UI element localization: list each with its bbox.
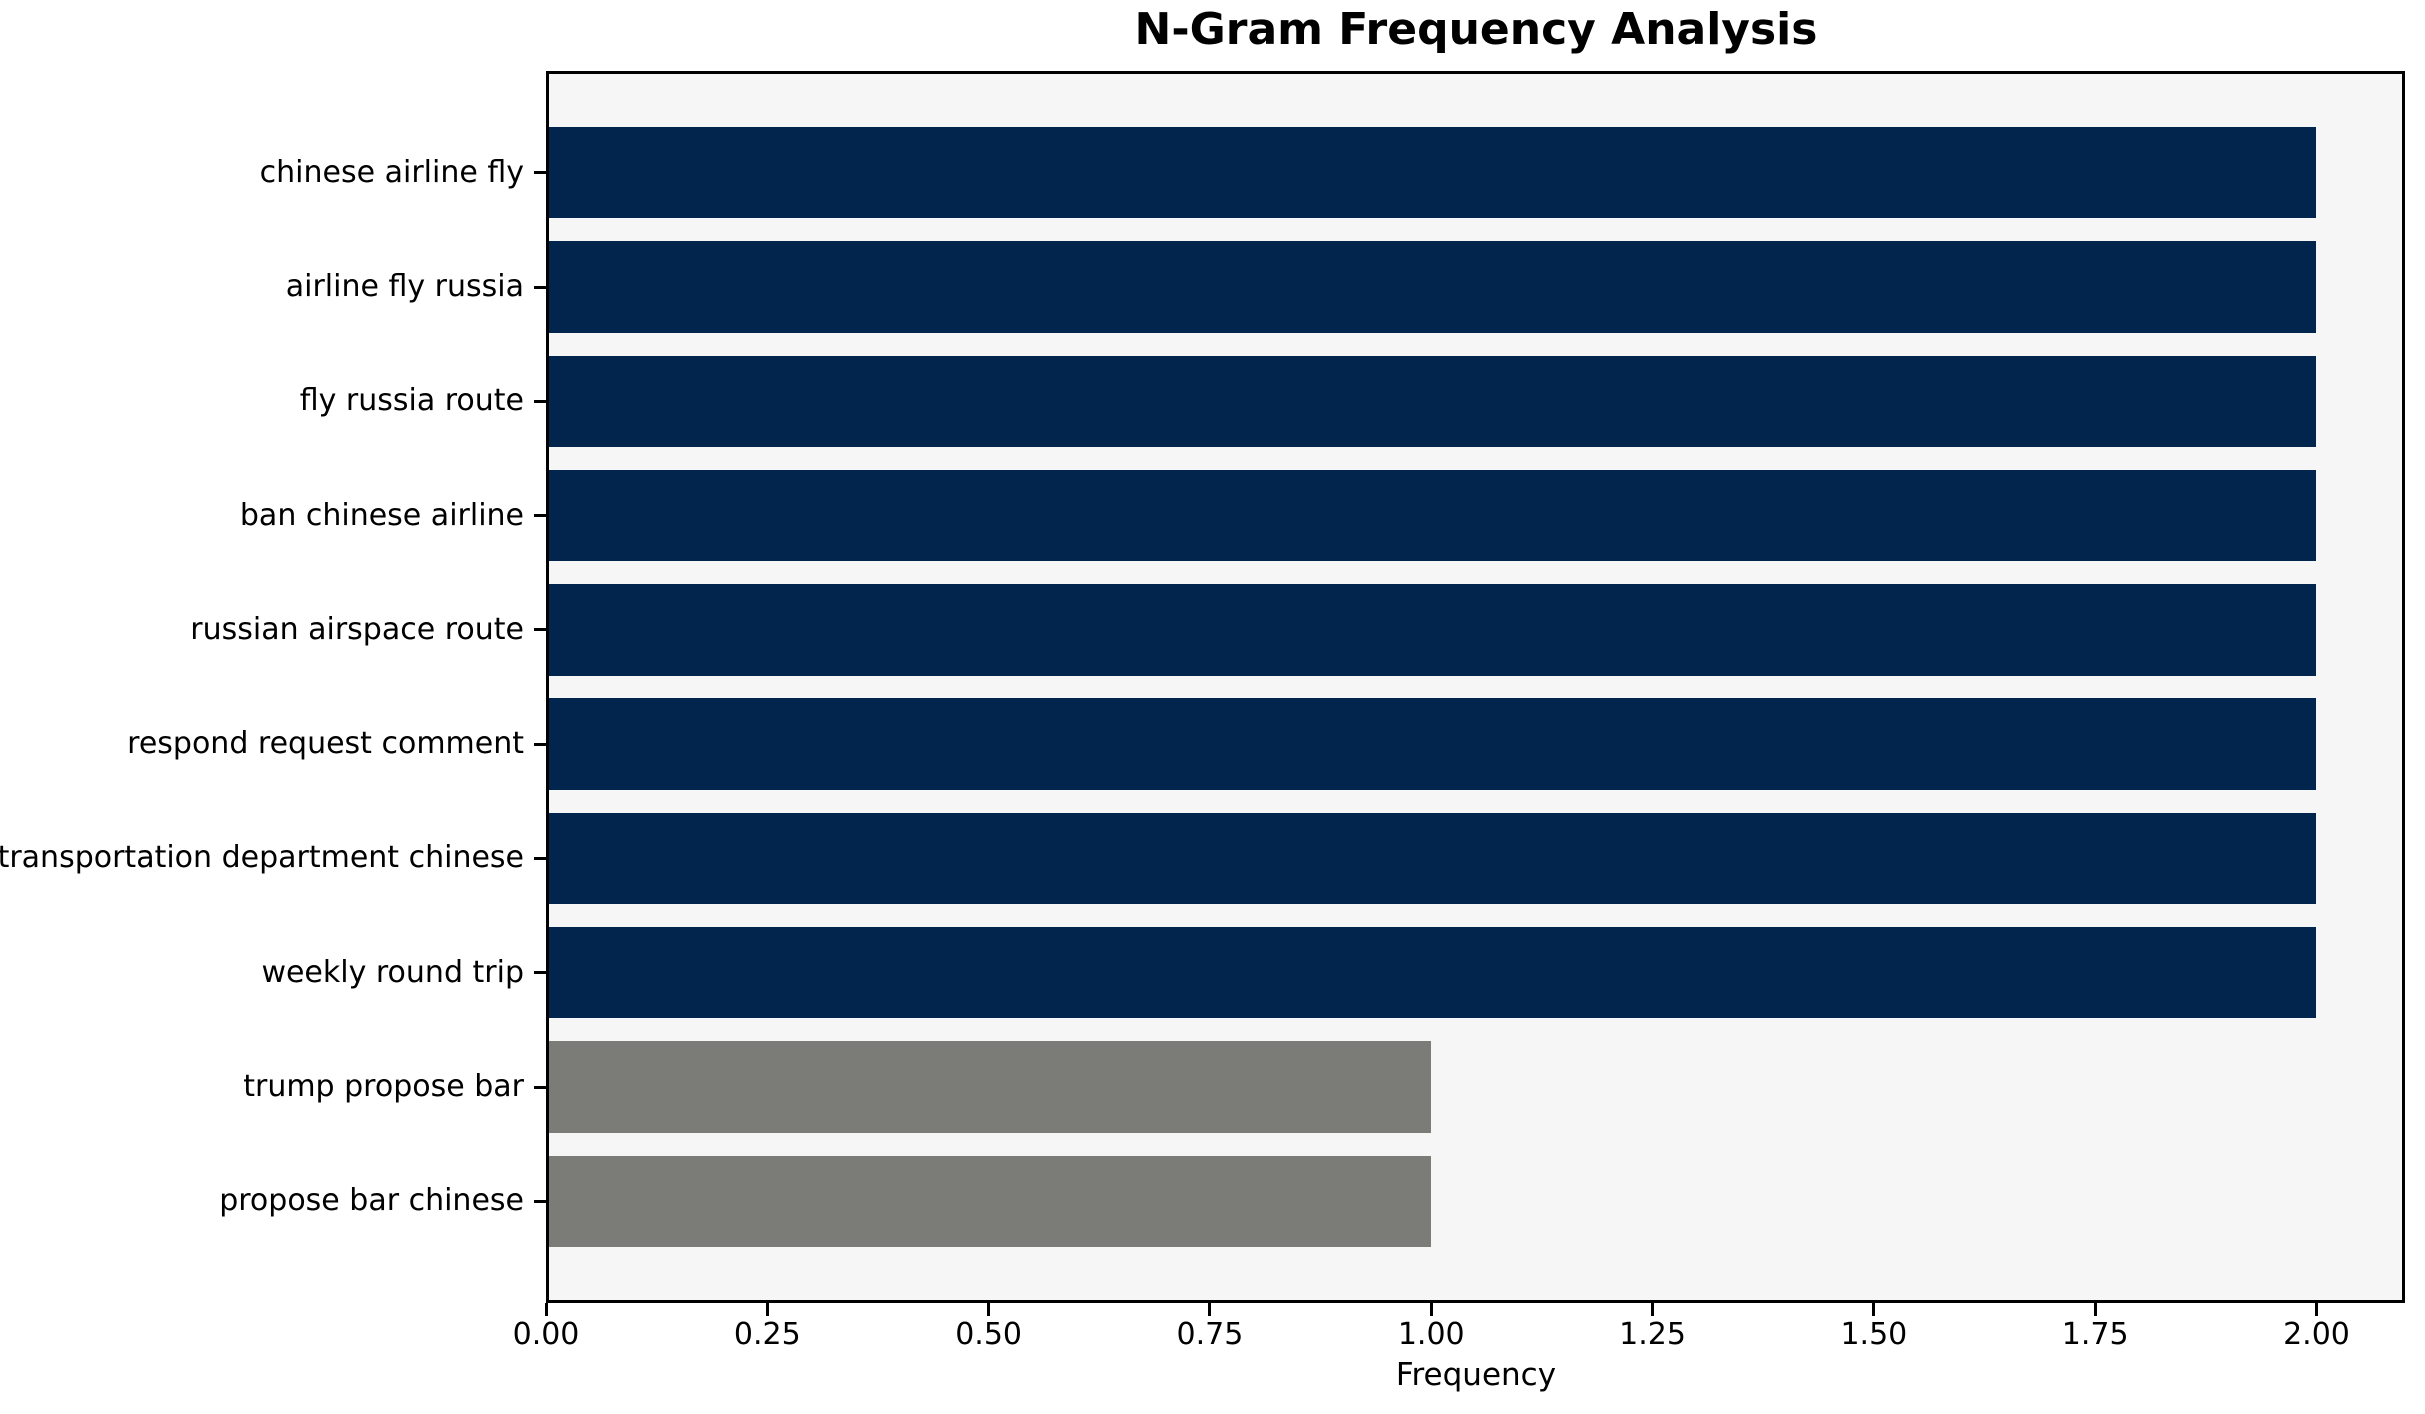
- plot-area: [546, 71, 2405, 1303]
- y-tick-weekly-round-trip: [534, 971, 546, 975]
- y-tick-respond-request-comment: [534, 742, 546, 746]
- x-tick-label-0.75: 0.75: [1176, 1317, 1244, 1352]
- y-tick-trump-propose-bar: [534, 1085, 546, 1089]
- y-label-airline-fly-russia: airline fly russia: [285, 269, 524, 304]
- y-tick-airline-fly-russia: [534, 285, 546, 289]
- bar-respond-request-comment: [546, 698, 2317, 790]
- y-tick-ban-chinese-airline: [534, 514, 546, 518]
- bar-airline-fly-russia: [546, 241, 2317, 333]
- y-tick-russian-airspace-route: [534, 628, 546, 632]
- bar-propose-bar-chinese: [546, 1155, 1432, 1247]
- y-label-weekly-round-trip: weekly round trip: [261, 954, 524, 990]
- y-label-propose-bar-chinese: propose bar chinese: [219, 1183, 524, 1219]
- y-tick-propose-bar-chinese: [534, 1199, 546, 1203]
- x-axis-label: Frequency: [1395, 1357, 1557, 1393]
- x-tick-1.00: [1429, 1303, 1433, 1316]
- x-tick-label-0.00: 0.00: [512, 1317, 580, 1352]
- bar-weekly-round-trip: [546, 927, 2317, 1019]
- y-tick-transportation-department-chinese: [534, 856, 546, 860]
- y-label-fly-russia-route: fly russia route: [299, 383, 524, 419]
- y-label-russian-airspace-route: russian airspace route: [190, 611, 524, 647]
- x-tick-1.50: [1872, 1303, 1876, 1316]
- chart-title: N-Gram Frequency Analysis: [1134, 4, 1818, 55]
- x-tick-0.75: [1208, 1303, 1212, 1316]
- x-tick-label-2.00: 2.00: [2283, 1317, 2350, 1352]
- x-tick-0.50: [987, 1303, 991, 1316]
- bar-russian-airspace-route: [546, 584, 2317, 676]
- x-tick-label-0.25: 0.25: [733, 1317, 801, 1352]
- y-label-respond-request-comment: respond request comment: [127, 726, 524, 762]
- y-label-chinese-airline-fly: chinese airline fly: [259, 154, 524, 190]
- y-label-ban-chinese-airline: ban chinese airline: [239, 497, 524, 533]
- x-tick-0.25: [765, 1303, 769, 1316]
- x-tick-label-1.75: 1.75: [2061, 1317, 2129, 1352]
- bar-trump-propose-bar: [546, 1041, 1432, 1133]
- x-tick-label-1.50: 1.50: [1840, 1317, 1908, 1352]
- bar-fly-russia-route: [546, 355, 2317, 447]
- x-tick-2.00: [2314, 1303, 2318, 1316]
- x-tick-1.25: [1651, 1303, 1655, 1316]
- y-label-trump-propose-bar: trump propose bar: [243, 1069, 524, 1104]
- y-tick-fly-russia-route: [534, 399, 546, 403]
- x-tick-1.75: [2093, 1303, 2097, 1316]
- y-label-transportation-department-chinese: transportation department chinese: [0, 840, 524, 876]
- bar-chinese-airline-fly: [546, 127, 2317, 219]
- bar-ban-chinese-airline: [546, 469, 2317, 562]
- x-tick-label-1.00: 1.00: [1397, 1317, 1465, 1352]
- x-tick-label-1.25: 1.25: [1619, 1317, 1686, 1352]
- y-tick-chinese-airline-fly: [534, 171, 546, 175]
- x-tick-0.00: [544, 1303, 548, 1316]
- bar-transportation-department-chinese: [546, 812, 2317, 905]
- x-tick-label-0.50: 0.50: [955, 1317, 1023, 1352]
